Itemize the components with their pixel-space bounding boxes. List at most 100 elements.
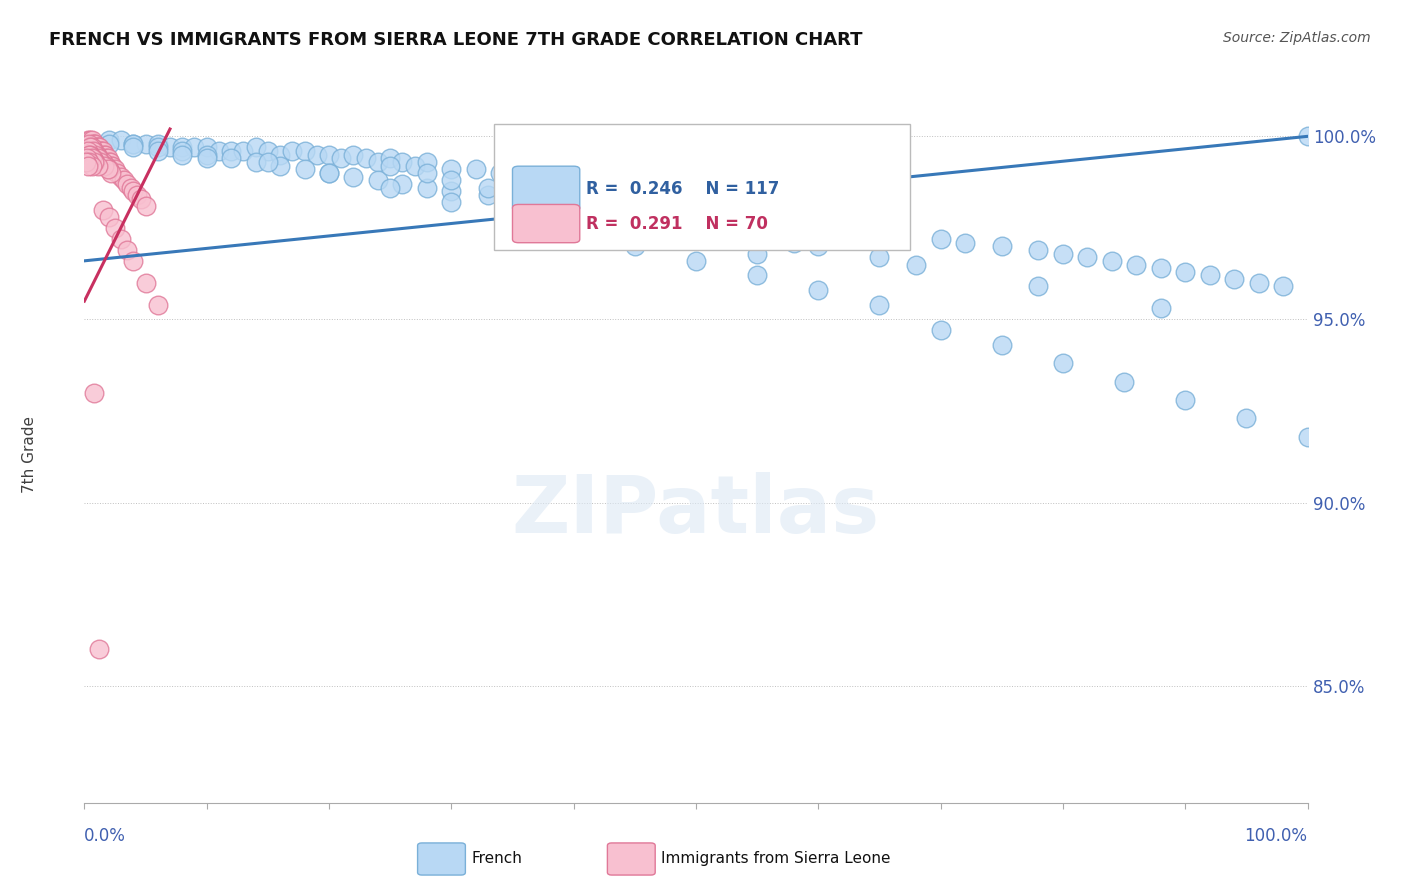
Point xyxy=(269,159,291,173)
Point xyxy=(135,199,157,213)
FancyBboxPatch shape xyxy=(513,166,579,211)
Point xyxy=(305,147,328,161)
Point xyxy=(104,162,127,177)
Point xyxy=(807,283,830,297)
Point xyxy=(87,642,110,657)
Point xyxy=(391,177,413,191)
Point xyxy=(709,199,731,213)
Point xyxy=(122,184,145,198)
Point xyxy=(122,140,145,154)
FancyBboxPatch shape xyxy=(513,204,579,243)
Point xyxy=(87,140,110,154)
Point xyxy=(685,232,707,246)
Point xyxy=(159,140,181,154)
Point xyxy=(208,144,231,158)
Point xyxy=(991,338,1014,352)
Point xyxy=(89,144,111,158)
Point xyxy=(661,192,683,206)
Point xyxy=(110,133,132,147)
Point xyxy=(1174,392,1197,407)
Point xyxy=(599,199,621,213)
Point xyxy=(172,147,194,161)
Point xyxy=(562,177,585,191)
Point xyxy=(489,166,512,180)
Point xyxy=(245,155,267,169)
Point xyxy=(80,133,103,147)
Point xyxy=(172,140,194,154)
Point xyxy=(77,144,100,158)
Point xyxy=(697,206,720,220)
Point xyxy=(83,385,105,400)
Point xyxy=(93,147,115,161)
Point xyxy=(80,140,103,154)
Point xyxy=(648,202,671,217)
Point xyxy=(1223,272,1246,286)
Point xyxy=(83,144,105,158)
Point xyxy=(125,188,148,202)
Point xyxy=(80,151,103,165)
Point xyxy=(110,232,132,246)
Point xyxy=(90,144,112,158)
Text: Source: ZipAtlas.com: Source: ZipAtlas.com xyxy=(1223,31,1371,45)
Text: French: French xyxy=(471,852,522,866)
Point xyxy=(380,180,402,194)
Point xyxy=(869,298,891,312)
Point xyxy=(79,140,101,154)
Point xyxy=(135,136,157,151)
Text: Immigrants from Sierra Leone: Immigrants from Sierra Leone xyxy=(661,852,890,866)
Point xyxy=(1272,279,1295,293)
Point xyxy=(380,151,402,165)
Point xyxy=(77,147,100,161)
Point xyxy=(219,151,242,165)
Point xyxy=(97,155,120,169)
Point xyxy=(1198,268,1220,283)
Text: 100.0%: 100.0% xyxy=(1244,827,1308,845)
Point xyxy=(354,151,377,165)
Point xyxy=(1125,258,1147,272)
Point xyxy=(281,144,304,158)
Point xyxy=(122,136,145,151)
Point xyxy=(929,232,952,246)
Point xyxy=(87,151,110,165)
Point xyxy=(502,169,524,184)
Point xyxy=(75,155,97,169)
Text: 7th Grade: 7th Grade xyxy=(22,417,37,493)
Point xyxy=(758,206,780,220)
Point xyxy=(538,188,561,202)
Point xyxy=(97,162,120,177)
Point xyxy=(747,268,769,283)
Point xyxy=(477,180,499,194)
Point xyxy=(112,173,135,187)
Point xyxy=(195,147,218,161)
Point xyxy=(1296,429,1319,443)
Text: FRENCH VS IMMIGRANTS FROM SIERRA LEONE 7TH GRADE CORRELATION CHART: FRENCH VS IMMIGRANTS FROM SIERRA LEONE 7… xyxy=(49,31,863,49)
Point xyxy=(101,159,124,173)
Point xyxy=(83,136,105,151)
Point xyxy=(440,173,463,187)
Point xyxy=(110,169,132,184)
Point xyxy=(91,202,114,217)
Point xyxy=(991,239,1014,253)
Point xyxy=(257,144,280,158)
Point xyxy=(89,155,111,169)
Point xyxy=(77,159,100,173)
Point xyxy=(115,177,138,191)
Point xyxy=(82,151,104,165)
Point xyxy=(783,235,806,250)
Point xyxy=(93,159,115,173)
Point xyxy=(953,235,976,250)
Point xyxy=(783,210,806,224)
Point xyxy=(612,184,634,198)
Point xyxy=(562,195,585,210)
Point xyxy=(612,202,634,217)
Point xyxy=(96,159,118,173)
Point xyxy=(91,144,114,158)
Point xyxy=(100,166,122,180)
Point xyxy=(87,159,110,173)
Point xyxy=(1052,356,1074,370)
Point xyxy=(100,159,122,173)
Point xyxy=(807,239,830,253)
Point xyxy=(440,162,463,177)
Point xyxy=(1028,243,1050,257)
Point xyxy=(129,192,152,206)
